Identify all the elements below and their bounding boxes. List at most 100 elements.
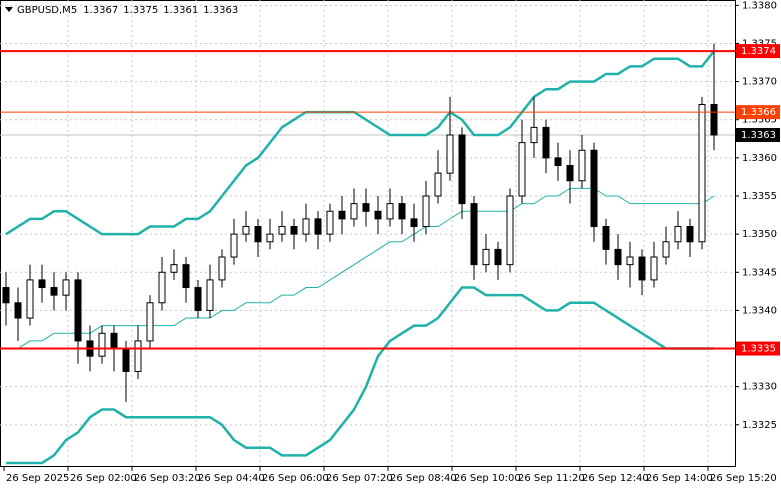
candle-body [686, 226, 694, 243]
x-tick-label: 26 Sep 02:00 [70, 473, 137, 484]
x-tick-label: 26 Sep 08:40 [390, 473, 457, 484]
x-tick-label: 26 Sep 10:00 [454, 473, 521, 484]
x-tick-label: 26 Sep 03:20 [134, 473, 201, 484]
candle-body [398, 203, 406, 220]
chart-header: GBPUSD,M5 1.3367 1.3375 1.3361 1.3363 [17, 5, 238, 16]
candle-body [662, 241, 670, 258]
y-tick-label: 1.3360 [742, 153, 777, 164]
candle-body [470, 203, 478, 266]
candle-body [362, 203, 370, 212]
candle-body [386, 203, 394, 220]
collapse-icon[interactable] [5, 7, 13, 12]
candle-body [638, 256, 646, 281]
candle-body [494, 248, 502, 266]
level-label-box [736, 105, 780, 120]
candle-body [194, 287, 202, 311]
candle-body [410, 218, 418, 228]
y-tick-label: 1.3380 [742, 0, 777, 11]
candle-body [338, 210, 346, 220]
candle-body [278, 226, 286, 235]
candle-body [302, 218, 310, 235]
header-open: 1.3367 [83, 5, 118, 16]
bollinger-band [5, 50, 715, 236]
y-tick-label: 1.3375 [742, 38, 777, 49]
symbol: GBPUSD,M5 [17, 5, 77, 16]
candle-body [254, 226, 262, 243]
level-label-box [736, 44, 780, 59]
candle-body [710, 103, 718, 136]
candle-body [374, 210, 382, 220]
current-price-label: 1.3363 [741, 130, 776, 141]
candle-body [566, 165, 574, 182]
y-tick-label: 1.3345 [742, 267, 777, 278]
level-label: 1.3374 [741, 46, 776, 57]
header-low: 1.3361 [163, 5, 198, 16]
candle-body [650, 256, 658, 281]
candle-body [434, 172, 442, 197]
candle-body [74, 279, 82, 342]
candle-body [578, 149, 586, 182]
candle-body [614, 248, 622, 266]
candle-body [446, 134, 454, 174]
candle-body [422, 195, 430, 228]
candle-body [458, 134, 466, 205]
candle-body [134, 340, 142, 372]
y-tick-label: 1.3365 [742, 115, 777, 126]
level-label: 1.3366 [741, 107, 776, 118]
candle-body [506, 195, 514, 266]
candle-body [122, 348, 130, 372]
candle-body [242, 226, 250, 235]
header-close: 1.3363 [203, 5, 238, 16]
x-tick-label: 26 Sep 2025 [6, 473, 69, 484]
candle-body [698, 103, 706, 243]
candle-body [26, 279, 34, 319]
candle-body [98, 332, 106, 357]
candle-body [290, 226, 298, 235]
candle-body [314, 218, 322, 235]
y-tick-label: 1.3370 [742, 77, 777, 88]
level-label: 1.3335 [741, 344, 776, 355]
x-tick-label: 26 Sep 12:40 [582, 473, 649, 484]
x-tick-label: 26 Sep 06:00 [262, 473, 329, 484]
candle-body [542, 126, 550, 159]
x-tick-label: 26 Sep 15:20 [710, 473, 777, 484]
candle-body [50, 287, 58, 296]
candle-body [146, 302, 154, 342]
candle-body [626, 256, 634, 266]
candle-body [230, 233, 238, 258]
candle-body [554, 157, 562, 167]
candle-body [482, 248, 490, 266]
x-tick-label: 26 Sep 04:40 [198, 473, 265, 484]
y-tick-label: 1.3325 [742, 420, 777, 431]
candle-body [38, 279, 46, 289]
candle-body [602, 226, 610, 250]
candle-body [170, 264, 178, 273]
candle-body [158, 271, 166, 304]
candle-body [206, 279, 214, 311]
candle-body [590, 149, 598, 228]
bollinger-band [6, 286, 714, 465]
candle-body [350, 203, 358, 220]
candle-body [326, 210, 334, 235]
candle-body [2, 287, 10, 304]
y-tick-label: 1.3340 [742, 305, 777, 316]
y-tick-label: 1.3330 [742, 382, 777, 393]
candle-body [530, 126, 538, 144]
candle-body [674, 226, 682, 243]
y-tick-label: 1.3355 [742, 191, 777, 202]
header-high: 1.3375 [123, 5, 158, 16]
candle-body [218, 256, 226, 281]
plot [0, 0, 735, 466]
candle-body [14, 302, 22, 319]
candle-body [110, 332, 118, 350]
candle-body [62, 279, 70, 296]
candle-body [518, 142, 526, 197]
current-price-label-box [736, 127, 780, 142]
x-tick-label: 26 Sep 11:20 [518, 473, 585, 484]
x-tick-label: 26 Sep 14:00 [646, 473, 713, 484]
candle-body [182, 264, 190, 289]
level-label-box [736, 341, 780, 356]
x-tick-label: 26 Sep 07:20 [326, 473, 393, 484]
